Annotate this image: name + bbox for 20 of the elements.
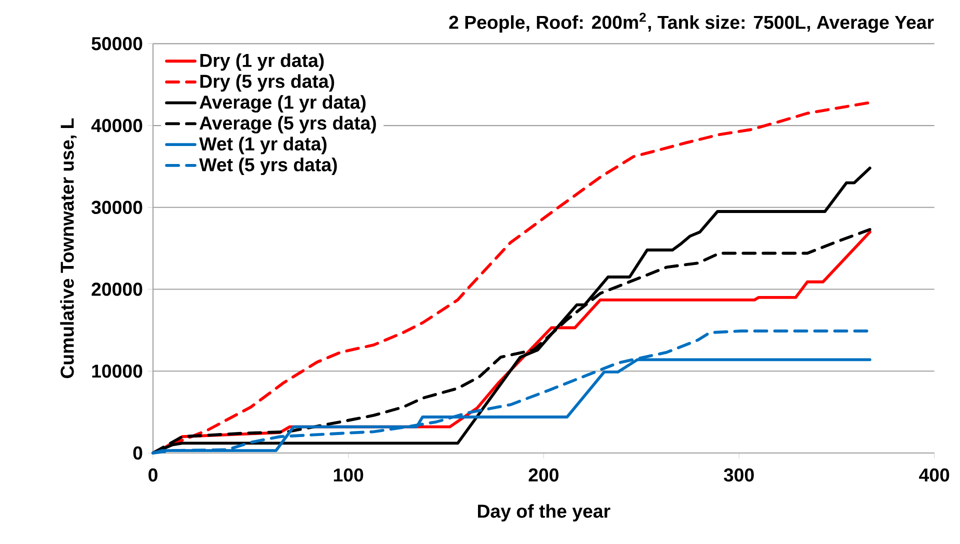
legend-label: Dry (5 yrs data) bbox=[200, 74, 334, 92]
x-axis-title: Day of the year bbox=[478, 504, 610, 522]
x-tick-label: 400 bbox=[919, 468, 950, 482]
y-tick-label: 10000 bbox=[92, 364, 142, 378]
x-tick-label: 200 bbox=[528, 468, 558, 482]
y-axis-title: Cumulative Townwater use, L bbox=[60, 118, 77, 378]
y-tick-label: 30000 bbox=[91, 200, 142, 214]
legend-label: Wet (5 yrs data) bbox=[199, 158, 337, 176]
chart-title: 2 People, Roof: 200m$^{2}$, Tank size: 7500L, Average Year bbox=[449, 12, 934, 33]
y-tick-label: 0 bbox=[133, 446, 142, 460]
x-tick-label: 100 bbox=[334, 468, 364, 482]
y-tick-label: 50000 bbox=[92, 37, 142, 50]
legend-label: Dry (1 yr data) bbox=[200, 53, 324, 71]
y-tick-label: 40000 bbox=[91, 118, 142, 132]
x-tick-label: 300 bbox=[724, 468, 754, 482]
legend-label: Wet (1 yr data) bbox=[199, 136, 326, 154]
legend-label: Average (5 yrs data) bbox=[200, 116, 376, 134]
legend-label: Average (1 yr data) bbox=[200, 95, 366, 113]
y-tick-label: 20000 bbox=[92, 282, 142, 296]
x-tick-label: 0 bbox=[148, 468, 158, 482]
